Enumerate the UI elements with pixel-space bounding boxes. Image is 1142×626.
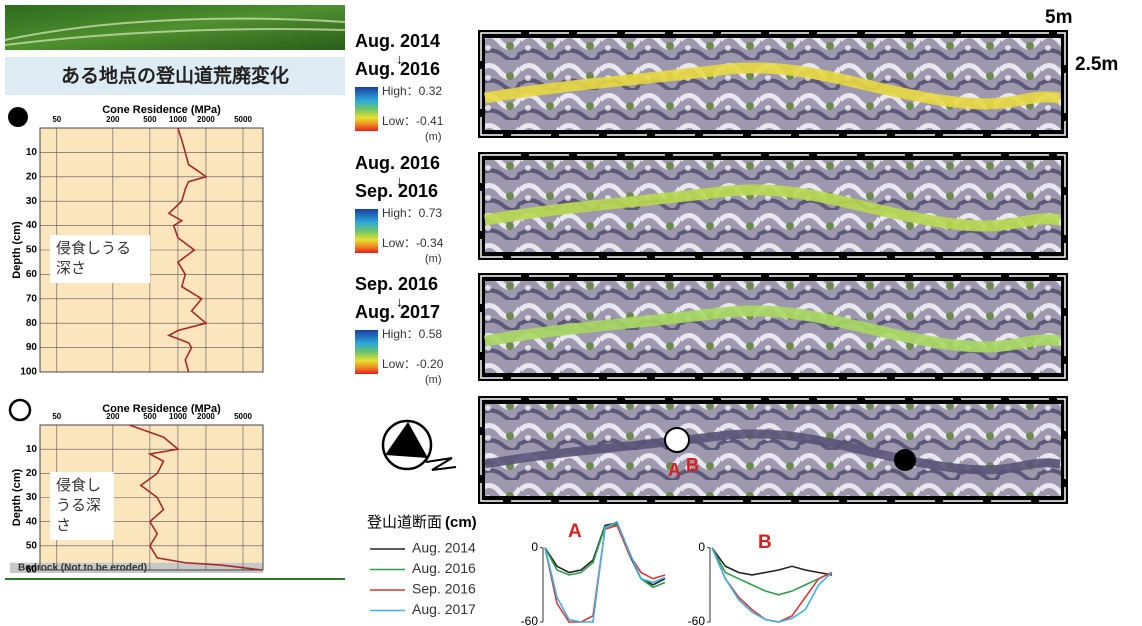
y-tick-label: 40 bbox=[26, 220, 38, 231]
section-title: B bbox=[758, 532, 772, 553]
x-tick-label: 5000 bbox=[234, 115, 252, 124]
slide-title: ある地点の登山道荒廃変化 bbox=[61, 64, 289, 87]
slide: ある地点の登山道荒廃変化 5m 2.5m 登山道断面 (cm) Aug. 201… bbox=[0, 0, 1142, 626]
x-axis-title: Cone Residence (MPa) bbox=[102, 403, 221, 415]
solid-point-icon bbox=[8, 107, 28, 127]
open-point-icon bbox=[10, 400, 30, 420]
color-bar bbox=[355, 209, 378, 253]
x-tick-label: 1000 bbox=[169, 115, 187, 124]
y-tick-label: 70 bbox=[26, 293, 38, 304]
annotation: 侵食しうる深さ bbox=[50, 235, 150, 283]
north-arrow bbox=[383, 421, 456, 470]
color-high: High：0.73 bbox=[382, 206, 442, 220]
section-legend-unit: (cm) bbox=[445, 514, 477, 531]
point-label: A bbox=[668, 460, 681, 480]
y-tick-label: 0 bbox=[698, 540, 705, 554]
period-from: Aug. 2014 bbox=[355, 31, 440, 51]
y-tick-label: 40 bbox=[26, 516, 38, 527]
point-solid bbox=[894, 449, 916, 471]
color-bar bbox=[355, 87, 378, 131]
y-tick-label: 10 bbox=[26, 147, 38, 158]
point-open bbox=[665, 428, 689, 452]
period-to: Aug. 2016 bbox=[355, 59, 440, 79]
banner bbox=[5, 5, 345, 50]
page: { "title": "ある地点の登山道荒廃変化", "chart_data":… bbox=[0, 0, 1142, 626]
y-tick-label: 50 bbox=[26, 540, 38, 551]
color-bar bbox=[355, 330, 378, 374]
period-to: Sep. 2016 bbox=[355, 181, 438, 201]
point-label: B bbox=[686, 455, 699, 475]
y-tick-label: 10 bbox=[26, 444, 38, 455]
color-unit: (m) bbox=[425, 253, 442, 265]
color-unit: (m) bbox=[425, 374, 442, 386]
section-line bbox=[712, 548, 832, 575]
scale-length: 5m bbox=[1045, 7, 1072, 28]
y-tick-label: 0 bbox=[531, 540, 538, 554]
color-low: Low：-0.41 bbox=[382, 114, 444, 128]
color-low: Low：-0.34 bbox=[382, 236, 444, 250]
legend-label: Aug. 2016 bbox=[412, 560, 476, 576]
x-tick-label: 500 bbox=[143, 115, 157, 124]
y-tick-label: -60 bbox=[521, 614, 539, 626]
y-axis-title: Depth (cm) bbox=[11, 468, 23, 526]
bedrock-label: Bedrock (Not to be eroded) bbox=[18, 563, 147, 574]
color-low: Low：-0.20 bbox=[382, 357, 444, 371]
x-tick-label: 5000 bbox=[234, 412, 252, 421]
section-legend-title: 登山道断面 bbox=[367, 514, 442, 531]
period-from: Sep. 2016 bbox=[355, 274, 438, 294]
legend-label: Aug. 2014 bbox=[412, 540, 476, 556]
legend-label: Aug. 2017 bbox=[412, 601, 476, 617]
color-high: High：0.58 bbox=[382, 327, 442, 341]
x-tick-label: 50 bbox=[52, 412, 61, 421]
y-tick-label: 20 bbox=[26, 468, 38, 479]
legend-label: Sep. 2016 bbox=[412, 581, 476, 597]
color-high: High：0.32 bbox=[382, 84, 442, 98]
period-to: Aug. 2017 bbox=[355, 302, 440, 322]
y-tick-label: 60 bbox=[26, 565, 38, 576]
section-title: A bbox=[568, 521, 582, 542]
color-unit: (m) bbox=[425, 131, 442, 143]
y-tick-label: 50 bbox=[26, 245, 38, 256]
scale-width: 2.5m bbox=[1075, 54, 1118, 75]
annotation: 侵食しうる深さ bbox=[50, 472, 114, 540]
y-tick-label: 80 bbox=[26, 318, 38, 329]
x-tick-label: 50 bbox=[52, 115, 61, 124]
y-tick-label: -60 bbox=[688, 614, 706, 626]
y-tick-label: 30 bbox=[26, 492, 38, 503]
x-tick-label: 2000 bbox=[197, 115, 215, 124]
y-tick-label: 90 bbox=[26, 342, 38, 353]
y-tick-label: 100 bbox=[20, 367, 37, 378]
x-axis-title: Cone Residence (MPa) bbox=[102, 104, 221, 116]
y-tick-label: 60 bbox=[26, 269, 38, 280]
y-tick-label: 20 bbox=[26, 171, 38, 182]
period-from: Aug. 2016 bbox=[355, 153, 440, 173]
x-tick-label: 200 bbox=[106, 115, 120, 124]
y-tick-label: 30 bbox=[26, 196, 38, 207]
y-axis-title: Depth (cm) bbox=[11, 221, 23, 279]
